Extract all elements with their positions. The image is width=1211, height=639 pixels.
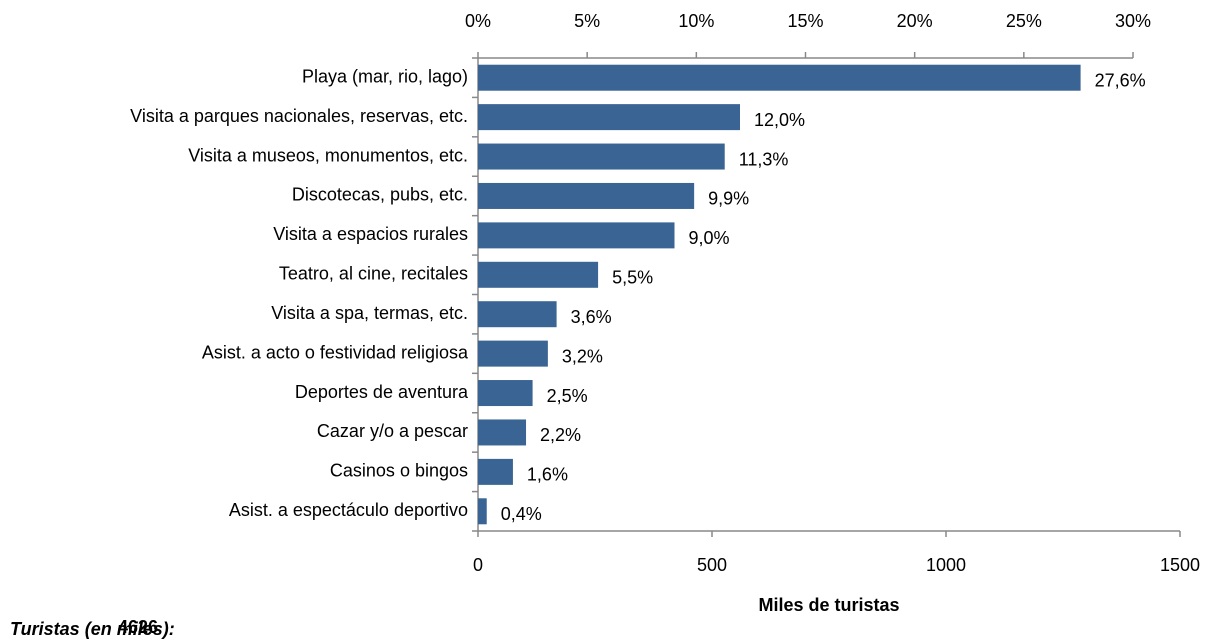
x2-axis-title: Miles de turistas [758,595,899,615]
bar [478,419,527,446]
value-label: 11,3% [739,149,789,169]
bar [478,222,675,249]
value-label: 3,6% [571,307,612,327]
bar [478,498,487,525]
bottom-tick-label: 500 [697,555,727,575]
bar [478,182,695,209]
category-label: Deportes de aventura [295,382,469,402]
value-label: 5,5% [612,268,653,288]
value-label: 0,4% [501,504,542,524]
bar [478,380,533,407]
top-tick-label: 30% [1115,11,1151,31]
value-label: 9,9% [708,189,749,209]
value-label: 12,0% [754,110,805,130]
category-label: Asist. a espectáculo deportivo [229,500,468,520]
bar [478,143,725,170]
category-label: Visita a parques nacionales, reservas, e… [130,106,468,126]
category-label: Visita a espacios rurales [273,224,468,244]
bar [478,261,599,288]
top-tick-label: 0% [465,11,491,31]
bar [478,104,740,131]
top-tick-label: 5% [574,11,600,31]
category-label: Visita a museos, monumentos, etc. [188,145,468,165]
bar [478,340,548,367]
bar [478,301,557,328]
category-label: Discotecas, pubs, etc. [292,185,468,205]
category-label: Casinos o bingos [330,461,468,481]
top-tick-label: 10% [678,11,714,31]
footer-value: 4626 [118,617,158,637]
top-tick-label: 25% [1006,11,1042,31]
category-label: Asist. a acto o festividad religiosa [202,342,469,362]
bottom-tick-label: 1000 [926,555,966,575]
value-label: 3,2% [562,346,603,366]
top-tick-label: 15% [787,11,823,31]
category-label: Cazar y/o a pescar [317,421,468,441]
footer-label: Turistas (en miles): [10,619,175,639]
value-label: 2,5% [547,386,588,406]
bar [478,458,513,485]
bottom-tick-label: 1500 [1160,555,1200,575]
category-label: Playa (mar, rio, lago) [302,66,468,86]
value-label: 2,2% [540,425,581,445]
value-label: 9,0% [689,228,730,248]
value-label: 1,6% [527,465,568,485]
top-tick-label: 20% [897,11,933,31]
category-label: Teatro, al cine, recitales [279,264,468,284]
category-label: Visita a spa, termas, etc. [271,303,468,323]
bottom-tick-label: 0 [473,555,483,575]
bar [478,64,1081,91]
value-label: 27,6% [1095,70,1146,90]
